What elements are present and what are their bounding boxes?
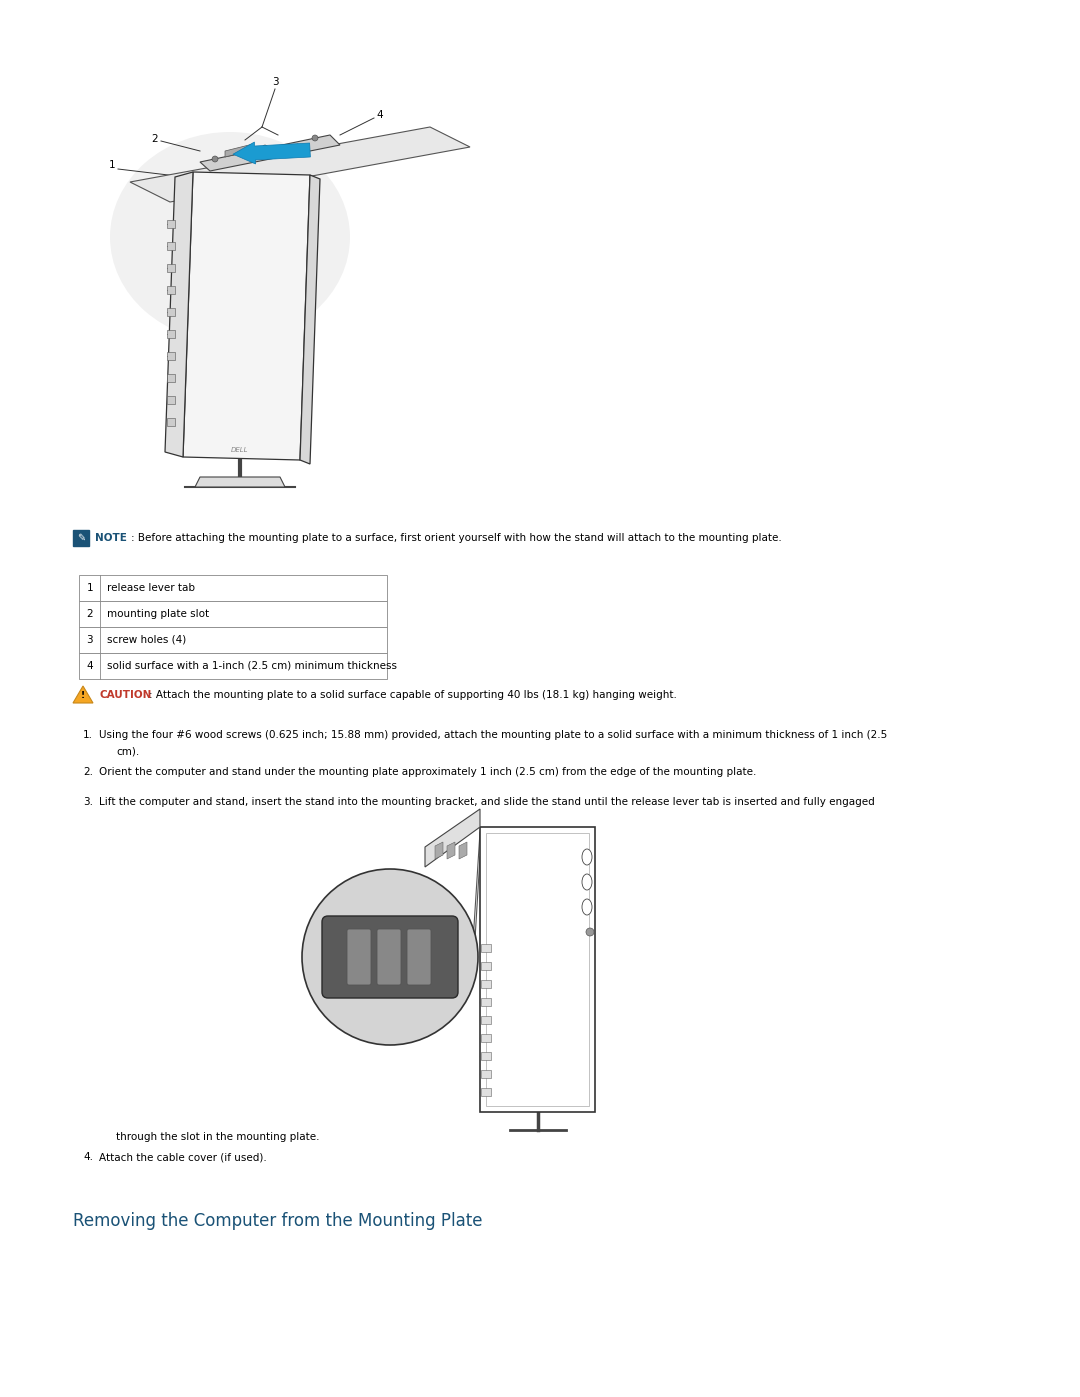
FancyBboxPatch shape bbox=[481, 1034, 491, 1042]
Text: DELL: DELL bbox=[528, 1095, 548, 1105]
Text: : Before attaching the mounting plate to a surface, first orient yourself with h: : Before attaching the mounting plate to… bbox=[131, 534, 782, 543]
Polygon shape bbox=[73, 686, 93, 703]
Text: 3: 3 bbox=[86, 636, 93, 645]
FancyBboxPatch shape bbox=[481, 981, 491, 988]
Circle shape bbox=[312, 136, 318, 141]
FancyBboxPatch shape bbox=[167, 242, 175, 250]
FancyBboxPatch shape bbox=[167, 286, 175, 293]
Text: Removing the Computer from the Mounting Plate: Removing the Computer from the Mounting … bbox=[73, 1213, 483, 1229]
FancyBboxPatch shape bbox=[377, 929, 401, 985]
FancyBboxPatch shape bbox=[481, 1052, 491, 1060]
FancyBboxPatch shape bbox=[347, 929, 372, 985]
FancyBboxPatch shape bbox=[167, 307, 175, 316]
FancyBboxPatch shape bbox=[79, 601, 387, 627]
Text: Lift the computer and stand, insert the stand into the mounting bracket, and sli: Lift the computer and stand, insert the … bbox=[99, 798, 875, 807]
Text: 3.: 3. bbox=[83, 798, 93, 807]
Polygon shape bbox=[225, 144, 253, 156]
Text: 4: 4 bbox=[86, 661, 93, 671]
Polygon shape bbox=[300, 175, 320, 464]
Text: Using the four #6 wood screws (0.625 inch; 15.88 mm) provided, attach the mounti: Using the four #6 wood screws (0.625 inc… bbox=[99, 731, 888, 740]
Polygon shape bbox=[165, 172, 193, 457]
FancyBboxPatch shape bbox=[167, 219, 175, 228]
FancyBboxPatch shape bbox=[79, 652, 387, 679]
Text: !: ! bbox=[81, 690, 85, 700]
Text: through the slot in the mounting plate.: through the slot in the mounting plate. bbox=[116, 1132, 320, 1141]
Circle shape bbox=[262, 145, 268, 151]
FancyBboxPatch shape bbox=[167, 374, 175, 381]
Text: release lever tab: release lever tab bbox=[107, 583, 195, 592]
Text: Orient the computer and stand under the mounting plate approximately 1 inch (2.5: Orient the computer and stand under the … bbox=[99, 767, 756, 777]
FancyBboxPatch shape bbox=[481, 997, 491, 1006]
FancyArrow shape bbox=[233, 142, 310, 163]
Ellipse shape bbox=[582, 900, 592, 915]
Circle shape bbox=[212, 156, 218, 162]
Text: mounting plate slot: mounting plate slot bbox=[107, 609, 210, 619]
Text: CAUTION: CAUTION bbox=[99, 690, 151, 700]
FancyBboxPatch shape bbox=[481, 944, 491, 951]
FancyBboxPatch shape bbox=[481, 963, 491, 970]
Ellipse shape bbox=[110, 131, 350, 342]
Polygon shape bbox=[130, 127, 470, 203]
Text: 3: 3 bbox=[272, 77, 279, 87]
Polygon shape bbox=[447, 842, 455, 859]
FancyBboxPatch shape bbox=[79, 576, 387, 601]
FancyBboxPatch shape bbox=[167, 418, 175, 426]
Text: ✎: ✎ bbox=[77, 534, 85, 543]
Text: DELL: DELL bbox=[231, 447, 248, 453]
Text: : Attach the mounting plate to a solid surface capable of supporting 40 lbs (18.: : Attach the mounting plate to a solid s… bbox=[149, 690, 677, 700]
Text: 1: 1 bbox=[86, 583, 93, 592]
Text: 2: 2 bbox=[86, 609, 93, 619]
Polygon shape bbox=[183, 172, 310, 460]
Text: screw holes (4): screw holes (4) bbox=[107, 636, 187, 645]
Text: 4: 4 bbox=[377, 110, 383, 120]
FancyBboxPatch shape bbox=[79, 627, 387, 652]
Text: cm).: cm). bbox=[116, 746, 139, 756]
FancyBboxPatch shape bbox=[322, 916, 458, 997]
Polygon shape bbox=[195, 476, 285, 488]
FancyBboxPatch shape bbox=[480, 827, 595, 1112]
FancyBboxPatch shape bbox=[407, 929, 431, 985]
Circle shape bbox=[586, 928, 594, 936]
Text: solid surface with a 1-inch (2.5 cm) minimum thickness: solid surface with a 1-inch (2.5 cm) min… bbox=[107, 661, 397, 671]
FancyBboxPatch shape bbox=[486, 833, 589, 1106]
Circle shape bbox=[302, 869, 478, 1045]
FancyBboxPatch shape bbox=[481, 1088, 491, 1097]
FancyBboxPatch shape bbox=[481, 1016, 491, 1024]
Ellipse shape bbox=[582, 849, 592, 865]
FancyBboxPatch shape bbox=[167, 395, 175, 404]
Text: 1: 1 bbox=[109, 161, 116, 170]
Text: 2.: 2. bbox=[83, 767, 93, 777]
Text: 4.: 4. bbox=[83, 1153, 93, 1162]
Text: Attach the cable cover (if used).: Attach the cable cover (if used). bbox=[99, 1153, 267, 1162]
FancyBboxPatch shape bbox=[167, 330, 175, 338]
FancyBboxPatch shape bbox=[167, 264, 175, 272]
Ellipse shape bbox=[582, 875, 592, 890]
Text: 1.: 1. bbox=[83, 731, 93, 740]
Polygon shape bbox=[270, 144, 298, 156]
FancyBboxPatch shape bbox=[481, 1070, 491, 1078]
Polygon shape bbox=[435, 842, 443, 859]
Polygon shape bbox=[200, 136, 340, 170]
Polygon shape bbox=[426, 809, 480, 868]
Text: NOTE: NOTE bbox=[95, 534, 126, 543]
FancyBboxPatch shape bbox=[167, 352, 175, 360]
Text: 2: 2 bbox=[151, 134, 159, 144]
Polygon shape bbox=[459, 842, 467, 859]
FancyBboxPatch shape bbox=[73, 529, 89, 546]
